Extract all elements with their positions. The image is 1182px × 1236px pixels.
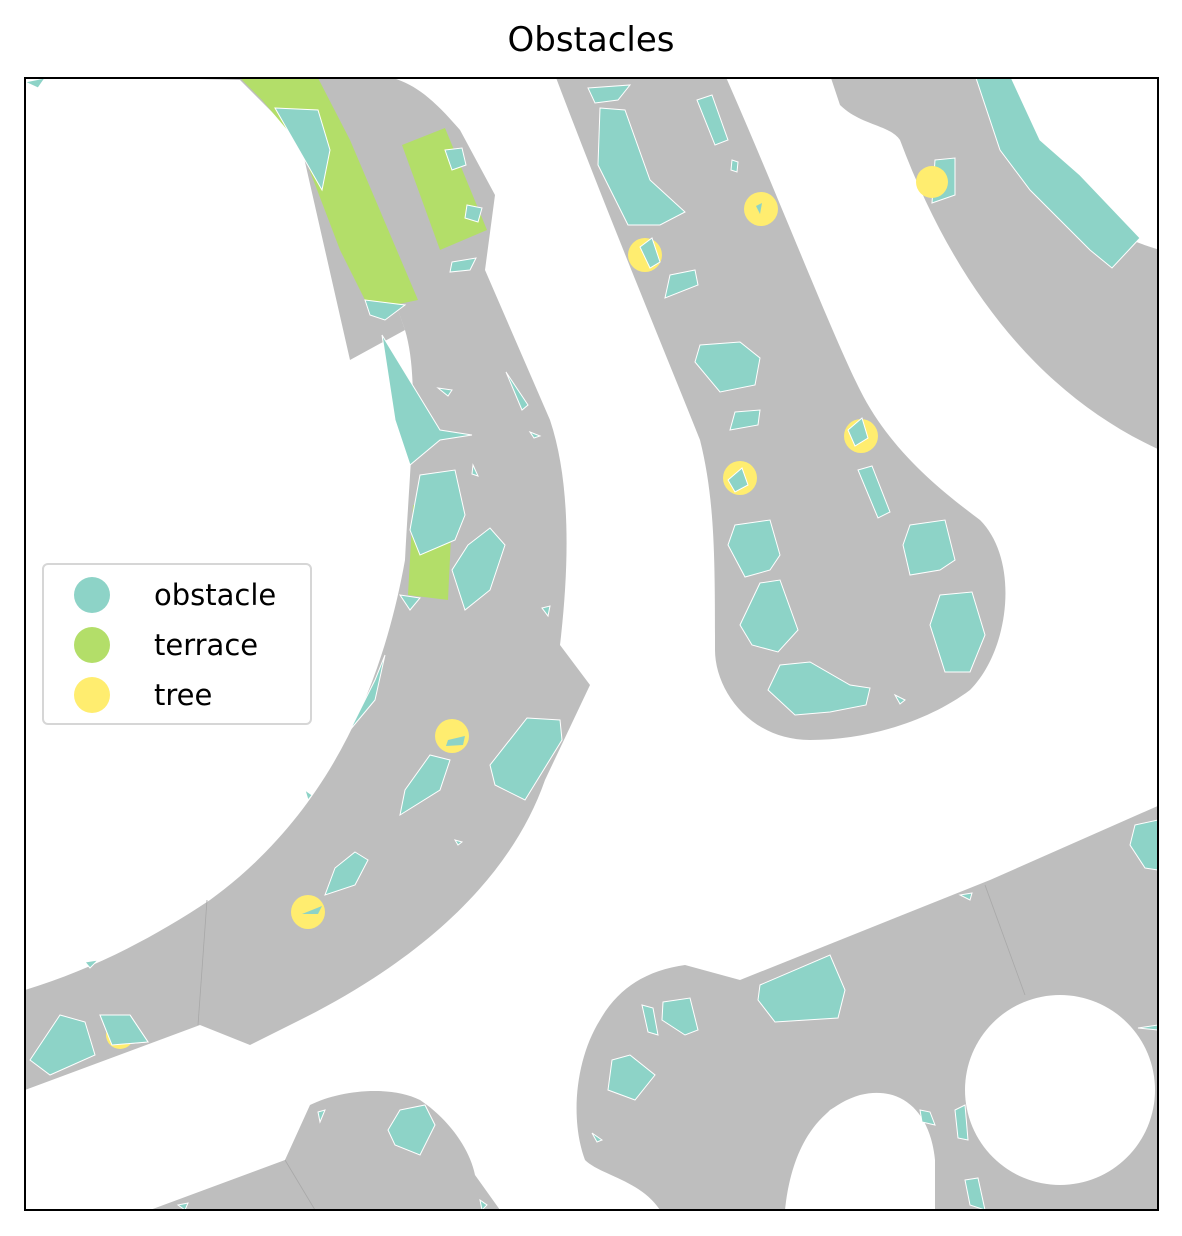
obstacle-area (893, 693, 906, 705)
obstacle-area (274, 107, 331, 192)
legend-label-obstacle: obstacle (154, 578, 277, 612)
obstacle-area (975, 78, 1141, 269)
obstacle-area (727, 519, 781, 578)
obstacle-area (756, 203, 762, 214)
obstacle-area (349, 654, 386, 731)
legend-marker-tree (74, 677, 110, 713)
obstacle-area (436, 387, 453, 397)
tree (744, 192, 778, 226)
obstacle-area (739, 579, 799, 653)
obstacle-area (661, 997, 699, 1036)
terrace-area (240, 78, 418, 310)
obstacle-area (664, 269, 699, 299)
legend-item-obstacle: obstacle (44, 570, 276, 620)
obstacle-area (919, 1109, 936, 1126)
obstacle-area (958, 892, 973, 901)
map-title: Obstacles (507, 20, 675, 60)
obstacle-area (29, 1014, 96, 1076)
obstacle-area (641, 1004, 659, 1036)
obstacle-area (587, 84, 632, 104)
obstacle-area (597, 107, 686, 226)
obstacle-area (767, 661, 871, 716)
obstacle-area (449, 257, 477, 273)
obstacle-area (541, 605, 551, 618)
obstacle-area (453, 839, 464, 846)
tree-layer (99, 166, 948, 1049)
legend-label-tree: tree (154, 678, 213, 712)
obstacle-area (729, 409, 761, 431)
obstacle-area (591, 1132, 604, 1143)
obstacle-area (381, 334, 473, 466)
obstacle-area (528, 430, 542, 439)
obstacle-area (464, 204, 483, 223)
obstacle-area (505, 371, 529, 411)
obstacle-area (964, 1177, 986, 1210)
legend-label-terrace: terrace (154, 628, 259, 662)
obstacle-area (607, 1054, 656, 1101)
obstacle-area (451, 527, 506, 611)
obstacle-area (387, 1104, 436, 1156)
obstacle-area (84, 959, 100, 969)
road-left-arc-inner (154, 78, 405, 360)
tree (435, 719, 469, 753)
road-hole-bottom-right (965, 995, 1155, 1185)
obstacle-area (857, 465, 891, 519)
obstacle-area (757, 954, 846, 1023)
legend-item-tree: tree (44, 670, 212, 720)
obstacle-area (409, 469, 466, 556)
obstacle-area (99, 1014, 149, 1046)
tree (916, 166, 948, 198)
road-hole-bottom-center (785, 1092, 935, 1210)
obstacle-area (847, 417, 869, 447)
obstacle-area (489, 717, 563, 801)
obstacle-area (954, 1104, 969, 1141)
legend-marker-terrace (74, 627, 110, 663)
obstacle-area (727, 467, 749, 493)
obstacle-area (364, 299, 407, 321)
obstacle-area (1137, 1024, 1158, 1031)
obstacle-area (1129, 819, 1158, 871)
map-frame (24, 77, 1159, 1211)
obstacle-area (399, 754, 451, 817)
obstacle-area (696, 94, 729, 146)
obstacle-layer (25, 78, 1158, 1210)
obstacle-area (176, 1202, 189, 1210)
road-top-right (831, 78, 1158, 450)
obstacle-area (471, 463, 479, 477)
legend-marker-obstacle (74, 577, 110, 613)
obstacle-area (324, 851, 369, 896)
terrace-area (402, 128, 487, 250)
obstacle-area (25, 78, 46, 89)
road-middle-finger (556, 78, 1006, 740)
obstacle-area (444, 147, 467, 171)
obstacle-area (639, 237, 661, 269)
obstacle-area (479, 1198, 488, 1210)
obstacle-area (902, 519, 956, 576)
obstacle-area (304, 788, 313, 802)
legend-item-terrace: terrace (44, 620, 258, 670)
road-segment-lines (197, 884, 1026, 1210)
road-left-arc (25, 78, 590, 1090)
obstacle-area (302, 906, 322, 914)
obstacle-area (730, 159, 739, 173)
legend: obstacle terrace tree (42, 563, 312, 725)
obstacle-area (398, 594, 421, 611)
obstacle-area (317, 1109, 326, 1124)
obstacle-area (694, 341, 761, 393)
obstacle-area (929, 591, 986, 673)
obstacle-area (446, 736, 465, 746)
